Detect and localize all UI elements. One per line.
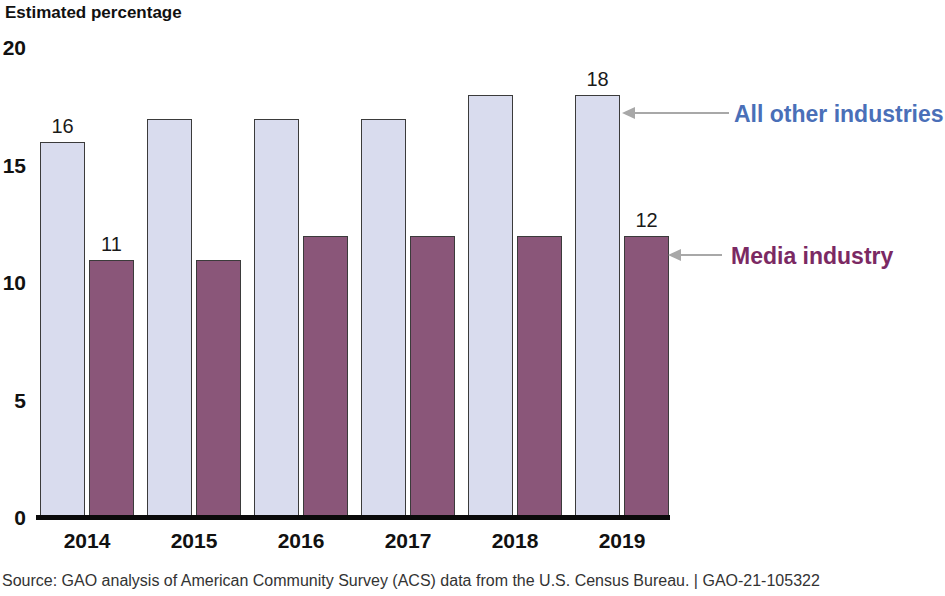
bar-all-other-industries-2015 xyxy=(147,119,192,518)
value-label-media-industry-2014: 11 xyxy=(79,231,144,257)
y-axis-tick-15: 15 xyxy=(0,153,26,179)
y-axis-tick-10: 10 xyxy=(0,270,26,296)
source-note: Source: GAO analysis of American Communi… xyxy=(2,572,820,590)
y-axis-tick-0: 0 xyxy=(0,505,26,531)
bar-media-industry-2018 xyxy=(517,236,562,517)
x-axis-label-2014: 2014 xyxy=(40,529,134,553)
x-axis-label-2016: 2016 xyxy=(254,529,348,553)
bar-media-industry-2019 xyxy=(624,236,669,517)
bar-media-industry-2015 xyxy=(196,260,241,518)
x-axis-label-2017: 2017 xyxy=(361,529,455,553)
chart-title: Estimated percentage xyxy=(5,3,182,23)
arrow-line xyxy=(635,112,729,114)
bar-media-industry-2017 xyxy=(410,236,455,517)
x-axis-label-2018: 2018 xyxy=(468,529,562,553)
bar-all-other-industries-2016 xyxy=(254,119,299,518)
bar-all-other-industries-2019 xyxy=(575,95,620,517)
arrow-line xyxy=(681,254,722,256)
bar-media-industry-2016 xyxy=(303,236,348,517)
x-axis-baseline xyxy=(36,515,670,520)
x-axis-label-2019: 2019 xyxy=(575,529,669,553)
legend-label-media-industry: Media industry xyxy=(731,243,893,270)
bar-chart-canvas: Estimated percentage 2014201520162017201… xyxy=(0,0,945,596)
y-axis-tick-20: 20 xyxy=(0,35,26,61)
left-arrow-icon xyxy=(622,107,635,119)
left-arrow-icon xyxy=(668,249,681,261)
bar-all-other-industries-2018 xyxy=(468,95,513,517)
bar-media-industry-2014 xyxy=(89,260,134,518)
bar-all-other-industries-2017 xyxy=(361,119,406,518)
bar-all-other-industries-2014 xyxy=(40,142,85,517)
y-axis-tick-5: 5 xyxy=(0,388,26,414)
value-label-media-industry-2019: 12 xyxy=(614,207,679,233)
value-label-all-other-industries-2019: 18 xyxy=(565,66,630,92)
legend-label-all-other-industries: All other industries xyxy=(734,101,944,128)
value-label-all-other-industries-2014: 16 xyxy=(30,113,95,139)
x-axis-label-2015: 2015 xyxy=(147,529,241,553)
